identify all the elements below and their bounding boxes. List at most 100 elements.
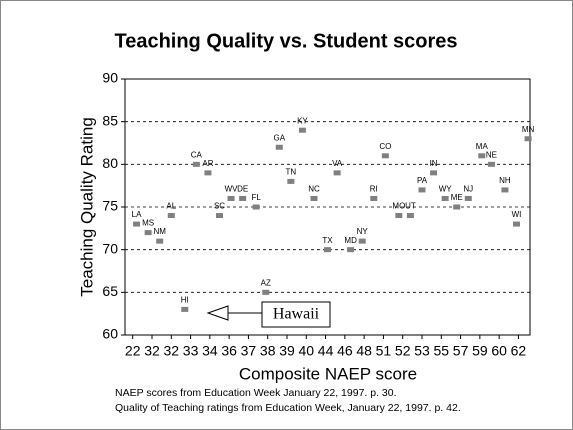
- point-label: GA: [274, 133, 286, 142]
- x-axis-label: Composite NAEP score: [239, 364, 417, 383]
- x-tick-label: 51: [376, 343, 392, 359]
- point: [358, 238, 366, 244]
- point-label: CO: [379, 142, 391, 151]
- point-label: PA: [417, 176, 428, 185]
- point-label: AL: [166, 202, 176, 211]
- x-tick-label: 40: [298, 343, 314, 359]
- x-tick-label: 55: [433, 343, 449, 359]
- y-tick-label: 70: [102, 240, 118, 256]
- y-tick-label: 80: [102, 155, 118, 171]
- x-tick-label: 34: [202, 343, 218, 359]
- y-tick-label: 85: [102, 112, 118, 128]
- point-label: NE: [486, 150, 497, 159]
- x-tick-label: 59: [472, 343, 488, 359]
- point: [347, 247, 355, 253]
- x-tick-label: 44: [318, 343, 334, 359]
- y-axis-label: Teaching Quality Rating: [77, 117, 96, 297]
- x-tick-label: 37: [241, 343, 257, 359]
- annotation-text: Hawaii: [273, 306, 320, 323]
- point-label: WV: [225, 185, 239, 194]
- point: [204, 170, 212, 176]
- point: [310, 195, 318, 201]
- point-label: WY: [439, 185, 453, 194]
- point-label: MO: [392, 202, 405, 211]
- point: [524, 136, 532, 142]
- point: [370, 195, 378, 201]
- x-tick-label: 52: [395, 343, 411, 359]
- point-label: NM: [153, 227, 166, 236]
- point: [487, 161, 495, 167]
- point: [395, 213, 403, 219]
- point: [501, 187, 509, 193]
- annotation: Hawaii: [206, 301, 331, 328]
- point: [275, 144, 283, 150]
- point: [252, 204, 260, 210]
- point-label: NH: [499, 176, 511, 185]
- point-label: MA: [476, 142, 489, 151]
- point: [333, 170, 341, 176]
- arrow-head: [206, 305, 229, 321]
- point: [144, 230, 152, 236]
- x-tick-label: 32: [144, 343, 160, 359]
- annotation-box: [261, 301, 331, 328]
- point-label: CA: [191, 150, 203, 159]
- y-tick-label: 65: [102, 283, 118, 299]
- point-label: NY: [357, 227, 369, 236]
- x-tick-label: 38: [260, 343, 276, 359]
- chart-title: Teaching Quality vs. Student scores: [114, 30, 457, 52]
- point: [441, 195, 449, 201]
- x-tick-label: 36: [221, 343, 237, 359]
- point: [262, 289, 270, 295]
- point: [381, 153, 389, 159]
- note: NAEP scores from Education Week January …: [115, 387, 397, 399]
- point: [298, 127, 306, 133]
- x-tick-label: 32: [163, 343, 179, 359]
- point: [513, 221, 520, 227]
- plot-area: [124, 78, 531, 336]
- point: [181, 306, 189, 312]
- point-label: LA: [132, 210, 142, 219]
- point-label: TN: [286, 168, 297, 177]
- point: [453, 204, 461, 210]
- point-label: MS: [142, 219, 154, 228]
- point-label: UT: [405, 202, 416, 211]
- point: [192, 161, 200, 167]
- point-label: WI: [512, 210, 522, 219]
- note: Quality of Teaching ratings from Educati…: [115, 402, 461, 414]
- point-label: AZ: [261, 278, 271, 287]
- point: [133, 221, 141, 227]
- point-label: NJ: [463, 185, 473, 194]
- point: [287, 178, 295, 184]
- point: [406, 213, 414, 219]
- x-tick-label: 46: [337, 343, 353, 359]
- x-tick-label: 57: [453, 343, 469, 359]
- y-tick-label: 60: [102, 326, 118, 342]
- point: [239, 195, 247, 201]
- point-label: NC: [308, 185, 320, 194]
- y-tick-label: 90: [102, 70, 118, 86]
- point-label: AR: [202, 159, 213, 168]
- point: [418, 187, 426, 193]
- point-label: TX: [322, 236, 333, 245]
- point-label: DE: [237, 185, 248, 194]
- point-label: IN: [430, 159, 438, 168]
- point: [216, 213, 223, 219]
- point-label: HI: [181, 296, 189, 305]
- point-label: VA: [332, 159, 343, 168]
- x-tick-label: 33: [183, 343, 199, 359]
- point: [478, 153, 486, 159]
- x-tick-label: 60: [491, 343, 507, 359]
- point-label: MN: [522, 125, 535, 134]
- x-tick-label: 53: [414, 343, 430, 359]
- point: [430, 170, 438, 176]
- x-tick-label: 22: [125, 343, 141, 359]
- point-label: FL: [251, 193, 261, 202]
- point-label: SC: [214, 202, 225, 211]
- point: [156, 238, 164, 244]
- x-tick-label: 48: [356, 343, 372, 359]
- point-label: RI: [370, 185, 378, 194]
- point: [227, 195, 235, 201]
- y-tick-label: 75: [102, 198, 118, 214]
